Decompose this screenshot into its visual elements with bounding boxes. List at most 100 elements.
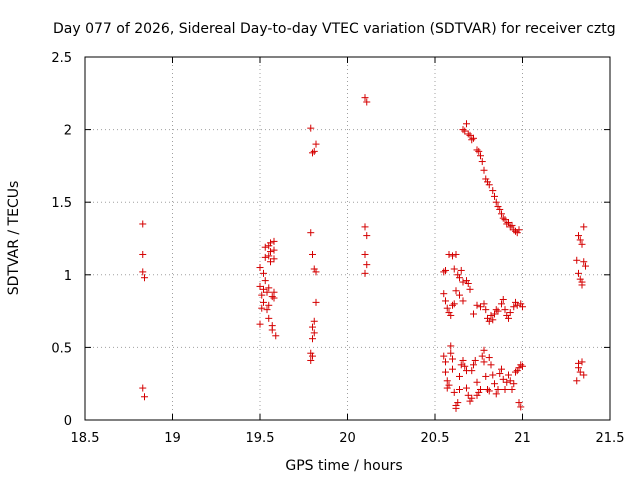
data-point xyxy=(513,301,521,309)
data-point xyxy=(361,94,369,102)
data-point xyxy=(491,380,498,388)
data-point xyxy=(496,205,504,213)
data-point xyxy=(508,386,516,394)
data-point xyxy=(580,258,588,266)
data-point xyxy=(487,311,495,319)
data-point xyxy=(452,287,460,295)
data-point xyxy=(442,266,449,274)
data-point xyxy=(573,377,581,385)
data-point xyxy=(503,311,511,319)
data-point xyxy=(519,362,526,370)
data-point xyxy=(256,282,264,290)
data-point xyxy=(498,365,505,373)
data-point xyxy=(363,98,371,106)
data-point xyxy=(447,342,455,350)
data-point xyxy=(309,149,316,157)
data-point xyxy=(517,300,525,308)
data-point xyxy=(473,378,481,386)
data-point xyxy=(578,240,586,248)
x-tick-label: 20.5 xyxy=(421,431,450,446)
data-point xyxy=(267,239,274,247)
x-tick-label: 19.5 xyxy=(246,431,275,446)
data-point xyxy=(270,255,278,263)
chart-title: Day 077 of 2026, Sidereal Day-to-day VTE… xyxy=(53,21,616,37)
x-tick-label: 18.5 xyxy=(71,431,100,446)
x-tick-label: 21 xyxy=(514,431,531,446)
x-tick-label: 21.5 xyxy=(596,431,625,446)
data-point xyxy=(487,361,495,369)
data-point xyxy=(265,301,273,309)
y-tick-label: 0.5 xyxy=(51,341,72,356)
data-point xyxy=(470,310,477,318)
data-point xyxy=(459,278,467,286)
data-point xyxy=(265,252,273,260)
data-point xyxy=(309,323,316,331)
data-point xyxy=(447,311,455,319)
data-point xyxy=(491,192,498,200)
data-point xyxy=(265,314,273,322)
data-point xyxy=(450,265,458,273)
data-point xyxy=(450,388,458,396)
data-point xyxy=(270,246,278,254)
data-point xyxy=(443,384,451,392)
data-point xyxy=(515,399,523,407)
data-point xyxy=(447,349,455,357)
data-point xyxy=(582,262,589,270)
data-point xyxy=(440,290,448,298)
data-point xyxy=(312,140,320,148)
data-point xyxy=(307,349,315,357)
data-point xyxy=(489,187,497,195)
data-point xyxy=(477,303,484,311)
data-point xyxy=(575,359,582,367)
data-point xyxy=(492,390,500,398)
data-point xyxy=(310,329,318,337)
data-point xyxy=(473,146,481,154)
data-point xyxy=(363,261,371,269)
data-point xyxy=(440,352,448,360)
data-point xyxy=(477,152,484,160)
data-points xyxy=(139,94,589,412)
data-point xyxy=(466,285,474,293)
data-point xyxy=(456,372,463,380)
y-tick-label: 1.5 xyxy=(51,196,72,211)
data-point xyxy=(270,294,278,302)
data-point xyxy=(575,232,582,240)
data-point xyxy=(272,332,280,340)
data-point xyxy=(480,358,488,366)
data-point xyxy=(456,274,463,282)
data-point xyxy=(513,229,521,237)
data-point xyxy=(512,298,519,306)
y-tick-label: 2.5 xyxy=(51,51,72,66)
data-point xyxy=(310,147,318,155)
data-point xyxy=(478,158,486,166)
data-point xyxy=(463,120,470,128)
data-point xyxy=(260,269,267,277)
data-point xyxy=(263,306,271,314)
data-point xyxy=(267,248,274,256)
data-point xyxy=(475,388,483,396)
data-point xyxy=(505,314,512,322)
data-point xyxy=(442,368,449,376)
data-point xyxy=(505,371,512,379)
data-point xyxy=(480,300,488,308)
data-point xyxy=(268,326,276,334)
data-point xyxy=(496,370,504,378)
data-point xyxy=(464,130,472,138)
data-point xyxy=(482,175,490,183)
data-point xyxy=(139,220,147,228)
data-point xyxy=(475,147,483,155)
data-point xyxy=(494,307,502,315)
data-point xyxy=(480,166,488,174)
data-point xyxy=(445,309,453,317)
data-point xyxy=(457,266,465,274)
data-point xyxy=(515,364,523,372)
data-point xyxy=(492,198,500,206)
data-point xyxy=(515,226,523,234)
data-point xyxy=(139,268,147,276)
data-point xyxy=(463,277,470,285)
data-point xyxy=(445,381,453,389)
plot-area-border xyxy=(84,56,611,421)
data-point xyxy=(449,301,456,309)
data-point xyxy=(456,291,463,299)
data-point xyxy=(478,352,486,360)
